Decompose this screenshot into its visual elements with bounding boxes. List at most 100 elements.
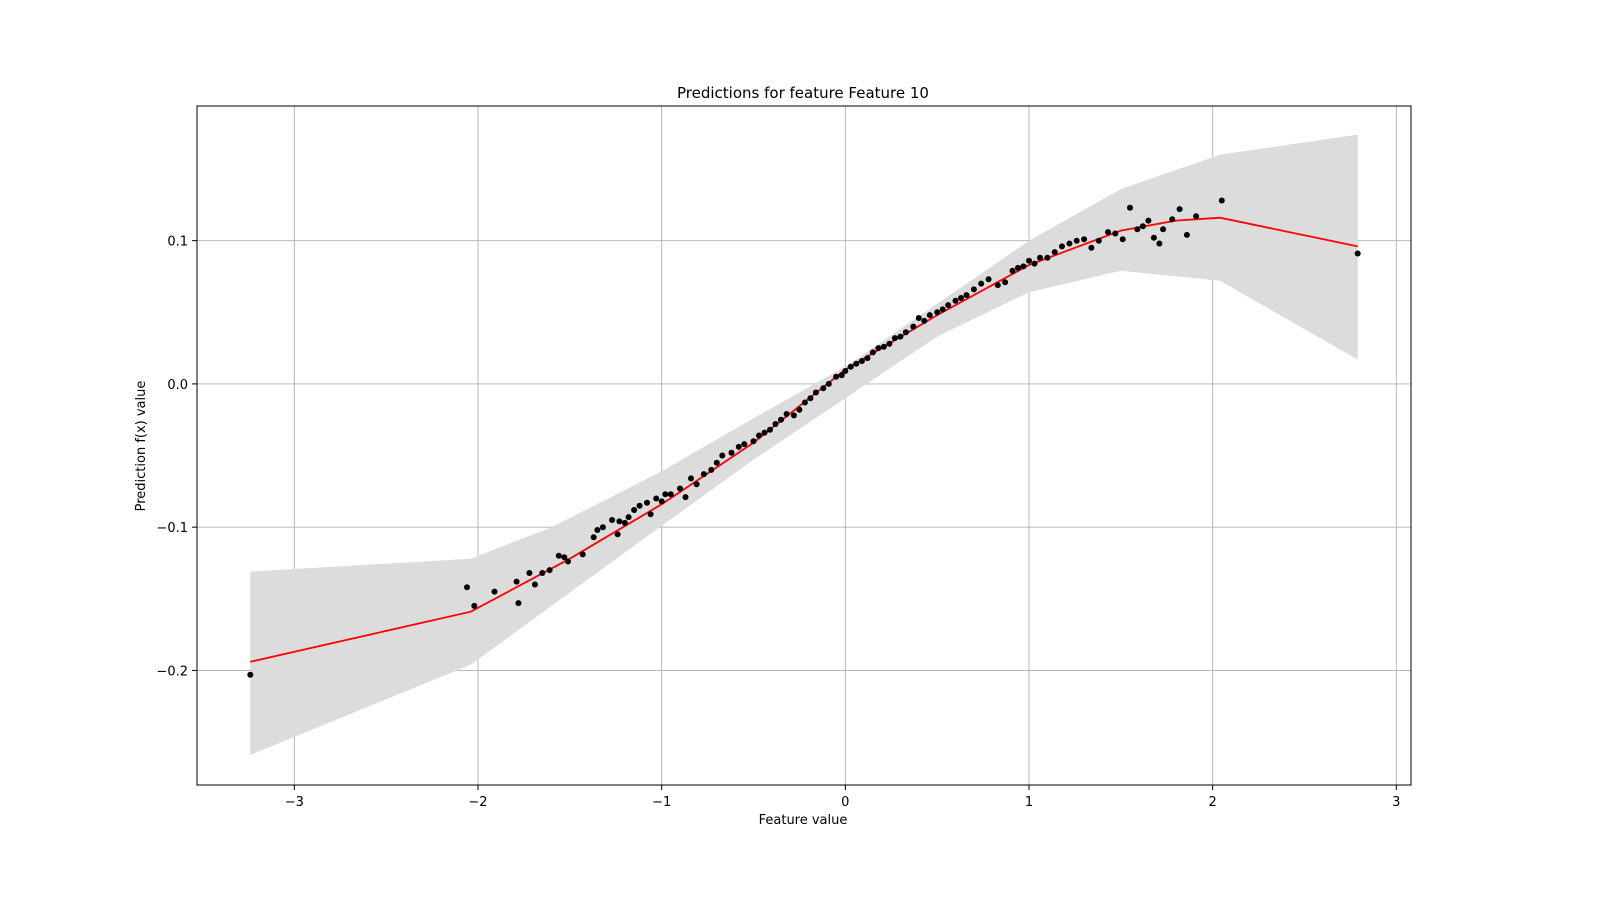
data-point — [1095, 237, 1102, 244]
data-point — [812, 389, 819, 396]
data-point — [546, 567, 553, 574]
data-point — [1193, 213, 1200, 220]
data-point — [945, 302, 952, 309]
data-point — [682, 494, 689, 501]
data-point — [677, 485, 683, 492]
data-point — [801, 399, 808, 406]
data-point — [1150, 234, 1157, 241]
data-point — [1044, 254, 1051, 261]
data-point — [934, 309, 941, 316]
y-tick-label: 0.0 — [167, 378, 188, 393]
data-point — [842, 368, 849, 374]
data-point — [853, 360, 860, 367]
plot-frame — [196, 105, 1412, 786]
data-point — [491, 588, 498, 595]
data-point — [897, 333, 904, 340]
data-point — [790, 412, 797, 419]
data-point — [728, 449, 735, 456]
y-tick-label: −0.1 — [156, 521, 188, 536]
data-point — [1002, 279, 1009, 286]
data-point — [565, 558, 571, 565]
data-point — [772, 421, 779, 427]
x-tick-label: 1 — [1025, 795, 1033, 810]
data-point — [1009, 267, 1016, 274]
data-point — [796, 406, 803, 413]
data-point — [693, 481, 700, 488]
data-point — [636, 502, 643, 509]
data-point — [1037, 254, 1043, 261]
data-point — [864, 355, 871, 362]
data-point — [614, 531, 621, 538]
data-point — [1015, 264, 1021, 271]
data-point — [985, 276, 992, 283]
data-point — [579, 551, 586, 558]
data-point — [910, 323, 917, 330]
data-point — [539, 570, 546, 576]
data-point — [921, 317, 928, 324]
data-point — [767, 426, 773, 433]
x-tick-label: 3 — [1392, 795, 1400, 810]
data-point — [886, 340, 893, 347]
data-point — [1145, 217, 1152, 224]
data-point — [531, 581, 538, 588]
data-point — [515, 600, 522, 607]
data-point — [756, 432, 762, 439]
data-point — [1134, 226, 1141, 233]
data-point — [1031, 260, 1038, 267]
data-point — [847, 363, 854, 370]
data-point — [1354, 250, 1361, 257]
data-point — [464, 584, 470, 591]
confidence-band — [250, 134, 1358, 755]
data-point — [1073, 237, 1080, 244]
x-tick-label: −1 — [652, 795, 671, 810]
data-point — [644, 499, 650, 506]
data-point — [647, 511, 654, 518]
data-point — [653, 495, 660, 502]
data-point — [880, 343, 887, 350]
data-point — [1059, 243, 1065, 250]
x-tick-label: 0 — [841, 795, 849, 810]
data-point — [807, 395, 814, 402]
data-point — [926, 312, 933, 319]
data-point — [631, 507, 638, 513]
y-tick-label: 0.1 — [167, 235, 188, 250]
data-point — [621, 519, 628, 526]
data-point — [471, 602, 478, 609]
data-point — [1105, 229, 1111, 236]
data-point — [594, 527, 601, 533]
data-point — [609, 517, 616, 523]
data-point — [708, 466, 715, 473]
x-tick-label: −2 — [468, 795, 487, 810]
data-point — [978, 280, 985, 287]
y-axis-ticks: −0.2 −0.1 0.0 0.1 — [156, 235, 197, 679]
data-point — [915, 315, 922, 321]
data-point — [939, 306, 946, 313]
data-point — [838, 372, 845, 379]
data-point — [658, 498, 665, 505]
data-point — [1020, 263, 1027, 270]
data-point — [750, 438, 757, 445]
data-point — [590, 534, 597, 541]
data-point — [625, 514, 632, 521]
data-point — [783, 411, 790, 417]
data-point — [1088, 244, 1095, 251]
data-point — [1169, 216, 1176, 223]
data-point — [958, 295, 964, 301]
data-point — [1183, 231, 1190, 238]
data-point — [513, 578, 520, 585]
data-point — [820, 385, 827, 392]
data-point — [778, 416, 784, 423]
data-points — [247, 197, 1361, 678]
data-point — [1156, 240, 1163, 247]
data-point — [825, 380, 832, 387]
data-point — [700, 471, 707, 478]
data-point — [713, 459, 720, 466]
data-point — [526, 570, 533, 576]
data-point — [667, 491, 674, 498]
y-axis-label: Prediction f(x) value — [134, 381, 149, 512]
data-point — [1112, 230, 1119, 237]
data-point — [1176, 206, 1183, 213]
data-point — [963, 292, 970, 299]
data-point — [719, 452, 726, 459]
